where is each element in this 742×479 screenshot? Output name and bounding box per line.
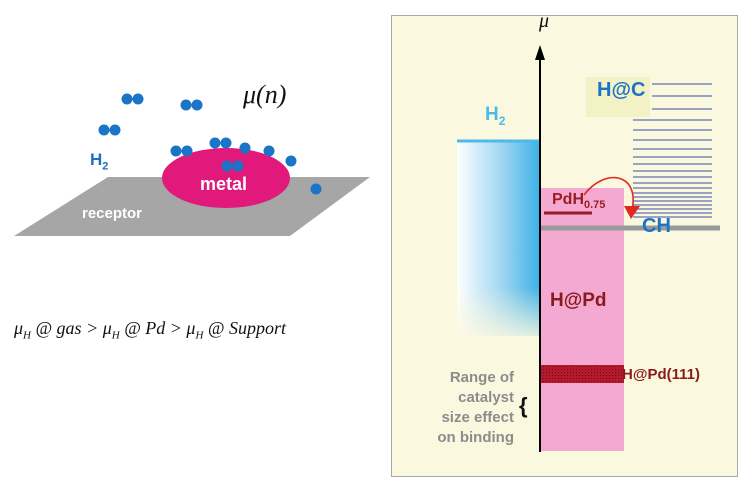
pdh-label: PdH0.75 <box>552 191 605 211</box>
mu-symbol: μ <box>14 318 24 338</box>
mu-symbol: μ <box>102 318 112 338</box>
hpd-box <box>541 188 624 451</box>
ch-label: CH <box>642 215 671 237</box>
hpd111-band <box>541 365 624 383</box>
receptor-label: receptor <box>82 205 143 222</box>
h2-label: H2 <box>90 150 108 172</box>
h2-label-sub: 2 <box>102 160 109 173</box>
metal-particle <box>162 148 290 208</box>
formula-pd-term: @ Pd > <box>119 318 187 338</box>
hpd-label: H@Pd <box>550 290 607 311</box>
catalyst-size-effect-note: Range of catalyst size effect on binding <box>410 368 514 448</box>
mu-subscript: H <box>195 329 204 342</box>
range-note-line: on binding <box>437 429 514 446</box>
pdh-label-base: PdH <box>552 191 584 208</box>
mu-axis-arrowhead <box>535 45 545 60</box>
hpd111-label: H@Pd(111) <box>622 366 700 383</box>
mu-of-n-label: μ(n) <box>243 80 287 109</box>
h2-gas-label: H2 <box>485 104 505 128</box>
mu-symbol: μ <box>186 318 196 338</box>
mu-subscript: H <box>111 329 120 342</box>
hydrogen-molecules <box>98 93 322 195</box>
range-note-line: size effect <box>441 409 514 426</box>
spillover-arrow <box>583 176 634 211</box>
chemical-potential-inequality: μH @ gas > μH @ Pd > μH @ Support <box>14 318 286 342</box>
hc-label: H@C <box>597 79 646 101</box>
range-note-line: Range of <box>449 369 514 386</box>
h2-gas-label-sub: 2 <box>498 113 506 128</box>
metal-label: metal <box>200 174 248 194</box>
h2-label-base: H <box>90 150 103 169</box>
mu-axis-label: μ <box>539 10 550 32</box>
h2-gas-label-base: H <box>485 104 499 125</box>
pdh-label-sub: 0.75 <box>584 199 606 212</box>
mu-subscript: H <box>23 329 31 342</box>
hc-levels <box>633 83 712 218</box>
formula-support-term: @ Support <box>203 318 286 338</box>
range-note-line: catalyst <box>458 389 514 406</box>
formula-gas-term: @ gas > <box>31 318 103 338</box>
spillover-arrowhead <box>624 206 640 219</box>
range-brace: { <box>519 393 528 418</box>
